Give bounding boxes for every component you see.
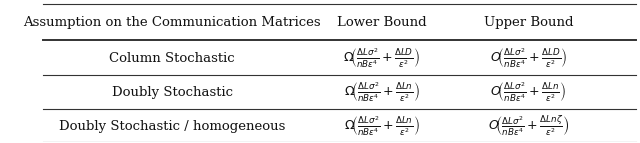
Text: $\Omega\!\left(\frac{\Delta L\sigma^2}{nB\epsilon^4}+\frac{\Delta Ln}{\epsilon^2: $\Omega\!\left(\frac{\Delta L\sigma^2}{n…	[344, 114, 420, 138]
Text: $O\!\left(\frac{\Delta L\sigma^2}{nB\epsilon^4}+\frac{\Delta LD}{\epsilon^2}\rig: $O\!\left(\frac{\Delta L\sigma^2}{nB\eps…	[490, 46, 567, 70]
Text: Lower Bound: Lower Bound	[337, 16, 427, 29]
Text: $\Omega\!\left(\frac{\Delta L\sigma^2}{nB\epsilon^4}+\frac{\Delta LD}{\epsilon^2: $\Omega\!\left(\frac{\Delta L\sigma^2}{n…	[343, 46, 420, 70]
Text: Doubly Stochastic / homogeneous: Doubly Stochastic / homogeneous	[59, 120, 285, 133]
Text: Doubly Stochastic: Doubly Stochastic	[111, 86, 233, 99]
Text: Upper Bound: Upper Bound	[484, 16, 573, 29]
Text: Assumption on the Communication Matrices: Assumption on the Communication Matrices	[23, 16, 321, 29]
Text: $\Omega\!\left(\frac{\Delta L\sigma^2}{nB\epsilon^4}+\frac{\Delta Ln}{\epsilon^2: $\Omega\!\left(\frac{\Delta L\sigma^2}{n…	[344, 80, 420, 104]
Text: Column Stochastic: Column Stochastic	[109, 51, 235, 64]
Text: $O\!\left(\frac{\Delta L\sigma^2}{nB\epsilon^4}+\frac{\Delta Ln}{\epsilon^2}\rig: $O\!\left(\frac{\Delta L\sigma^2}{nB\eps…	[490, 80, 566, 104]
Text: $O\!\left(\frac{\Delta L\sigma^2}{nB\epsilon^4}+\frac{\Delta Ln\zeta}{\epsilon^2: $O\!\left(\frac{\Delta L\sigma^2}{nB\eps…	[488, 114, 569, 138]
